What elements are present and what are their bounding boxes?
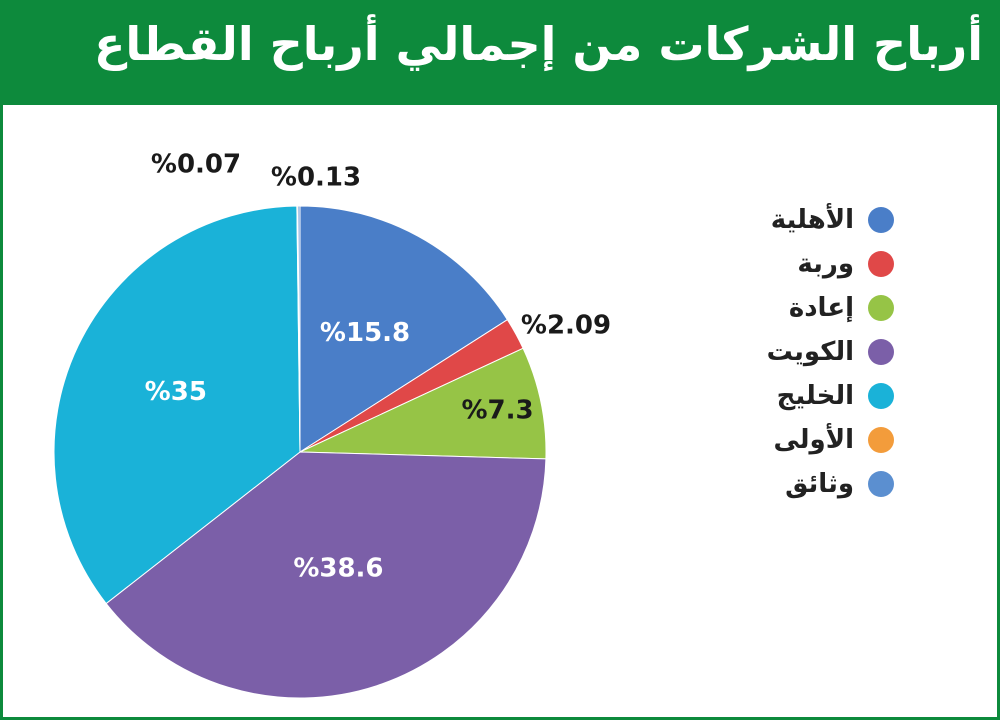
- slice-label: %15.8: [320, 318, 410, 348]
- legend-swatch: [868, 339, 894, 365]
- pie-slice: [297, 205, 301, 453]
- slice-label: %0.13: [271, 163, 361, 193]
- legend-label: وثائق: [785, 469, 854, 499]
- legend-label: الأولى: [773, 425, 854, 455]
- slice-label: %7.3: [461, 396, 533, 426]
- slice-label: %38.6: [293, 553, 383, 583]
- legend-label: الأهلية: [770, 205, 854, 235]
- slice-label: %0.07: [151, 150, 241, 180]
- legend-label: الخليج: [776, 381, 854, 411]
- legend-item: وثائق: [714, 462, 894, 506]
- legend-label: إعادة: [788, 293, 854, 323]
- legend-item: الأهلية: [714, 198, 894, 242]
- slice-label: %2.09: [521, 311, 611, 341]
- legend-label: وربة: [797, 249, 854, 279]
- pie-slice: [53, 205, 301, 605]
- pie-slice: [299, 347, 547, 460]
- slice-label: %35: [145, 377, 207, 407]
- legend-swatch: [868, 251, 894, 277]
- legend-swatch: [868, 471, 894, 497]
- pie-slice: [105, 451, 547, 699]
- legend-item: الأولى: [714, 418, 894, 462]
- legend-swatch: [868, 207, 894, 233]
- legend: الأهلية وربة إعادة الكويت الخليج الأولى وثائق: [714, 198, 894, 506]
- legend-swatch: [868, 427, 894, 453]
- legend-item: الخليج: [714, 374, 894, 418]
- legend-label: الكويت: [766, 337, 854, 367]
- legend-item: وربة: [714, 242, 894, 286]
- title-bar: أرباح الشركات من إجمالي أرباح القطاع: [3, 3, 997, 105]
- legend-item: الكويت: [714, 330, 894, 374]
- legend-swatch: [868, 383, 894, 409]
- pie-slice: [299, 205, 509, 453]
- chart-title: أرباح الشركات من إجمالي أرباح القطاع: [93, 17, 983, 71]
- legend-item: إعادة: [714, 286, 894, 330]
- legend-swatch: [868, 295, 894, 321]
